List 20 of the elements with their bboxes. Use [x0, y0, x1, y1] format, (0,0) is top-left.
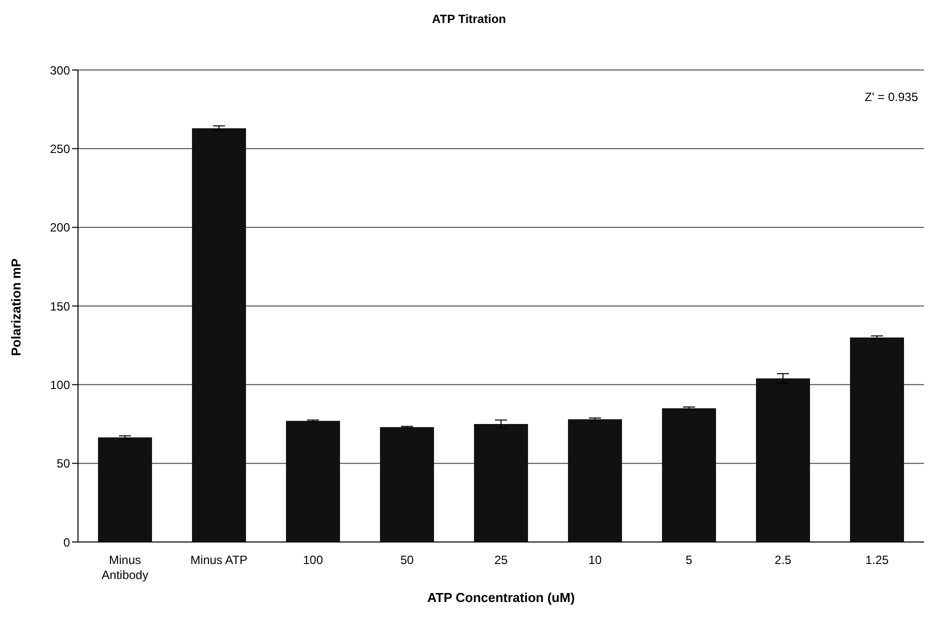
x-tick-label: 10 — [588, 553, 602, 567]
chart-title: ATP Titration — [430, 12, 507, 26]
x-tick-label: Minus ATP — [190, 553, 248, 567]
x-tick-label: Minus Antibody — [102, 553, 148, 582]
y-tick-label: 300 — [50, 63, 70, 78]
x-tick-label: 1.25 — [865, 553, 889, 567]
y-tick-label: 0 — [63, 535, 70, 550]
y-tick-label: 100 — [50, 378, 70, 392]
x-tick-label: 5 — [686, 553, 693, 567]
x-tick-label: 50 — [400, 553, 414, 567]
y-axis-title: Polarization mP — [8, 258, 24, 356]
x-tick-label: 100 — [302, 553, 324, 567]
y-tick-label: 50 — [56, 456, 70, 471]
y-tick-label: 250 — [50, 142, 70, 156]
x-tick-label: 25 — [494, 553, 508, 567]
x-tick-label: 2.5 — [774, 553, 792, 567]
y-tick-label: 200 — [50, 220, 70, 235]
x-axis-title: ATP Concentration (uM) — [427, 590, 575, 605]
annotation: Z' = 0.935 — [864, 90, 918, 104]
y-tick-label: 150 — [50, 299, 70, 314]
